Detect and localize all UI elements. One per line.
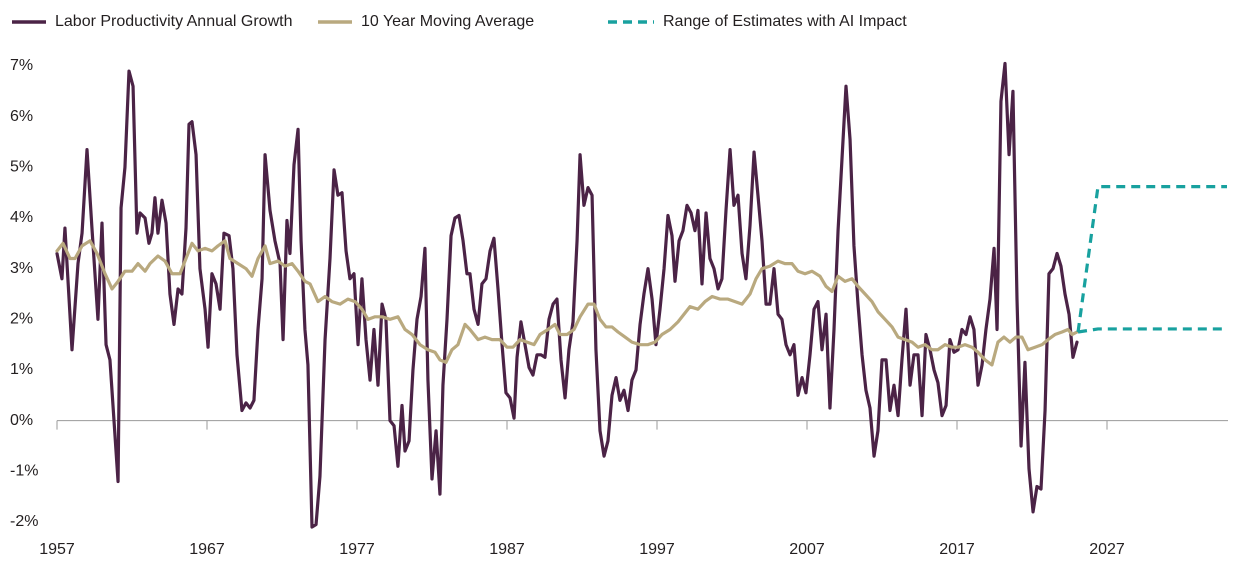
y-tick-label: 5% xyxy=(10,159,33,176)
series-line xyxy=(1076,184,1227,333)
legend-label: 10 Year Moving Average xyxy=(361,13,534,30)
x-tick-label: 1967 xyxy=(189,541,225,558)
y-tick-label: 3% xyxy=(10,260,33,277)
axes: -2% -1% 0% 1% 2% 3% 4% 5% 6% 7% 1957 1967 1977 1987 19… xyxy=(10,57,1228,558)
series-line xyxy=(55,61,1079,529)
x-tick-label: 2017 xyxy=(939,541,975,558)
legend-label: Labor Productivity Annual Growth xyxy=(55,13,292,30)
y-tick-label: 1% xyxy=(10,361,33,378)
series-line xyxy=(55,239,1079,367)
x-tick-label: 1987 xyxy=(489,541,525,558)
x-tick-label: 1977 xyxy=(339,541,375,558)
y-tick-label: 4% xyxy=(10,209,33,226)
y-tick-label: -1% xyxy=(10,463,38,480)
x-tick-label: 2007 xyxy=(789,541,825,558)
y-tick-label: -2% xyxy=(10,513,38,530)
legend-label: Range of Estimates with AI Impact xyxy=(663,13,907,30)
series-line xyxy=(1077,327,1227,334)
x-tick-label: 1997 xyxy=(639,541,675,558)
lines xyxy=(55,61,1227,529)
y-tick-label: 6% xyxy=(10,108,33,125)
x-tick-label: 2027 xyxy=(1089,541,1125,558)
y-tick-label: 7% xyxy=(10,57,33,74)
y-tick-label: 0% xyxy=(10,412,33,429)
y-tick-label: 2% xyxy=(10,311,33,328)
x-tick-label: 1957 xyxy=(39,541,75,558)
legend: Labor Productivity Annual Growth 10 Year … xyxy=(12,13,907,30)
